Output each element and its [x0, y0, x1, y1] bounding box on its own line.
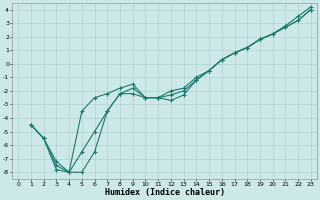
X-axis label: Humidex (Indice chaleur): Humidex (Indice chaleur) [105, 188, 225, 197]
